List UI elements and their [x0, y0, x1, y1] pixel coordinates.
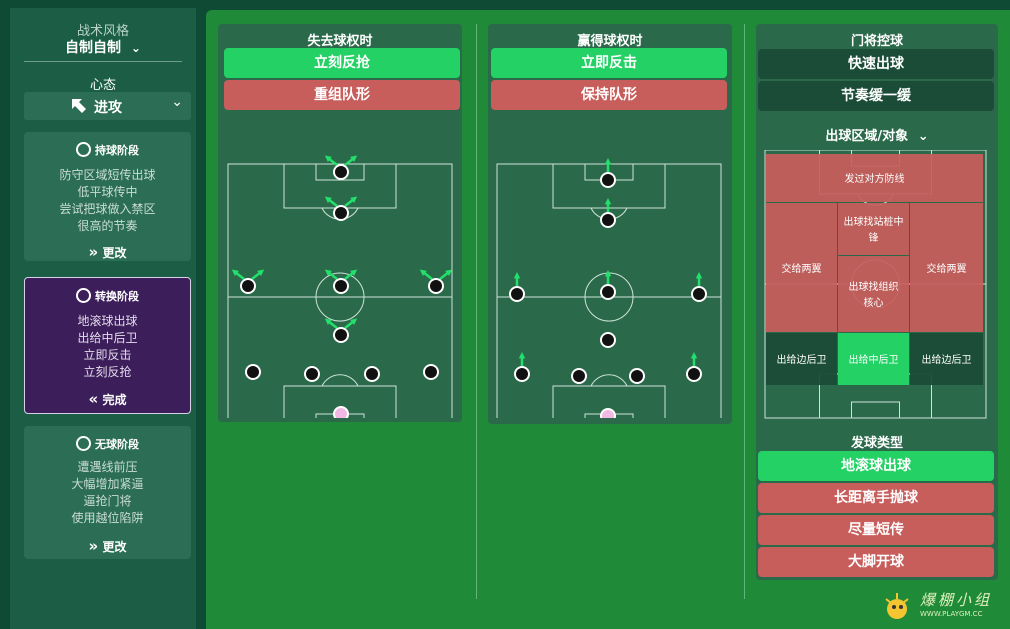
goalkeeper-panel: 门将控球 快速出球 节奏缓一缓 出球区域/对象 ⌄ 发过对方防线 交给两翼 出球… — [756, 24, 998, 580]
panel-title: 门将控球 — [850, 34, 903, 49]
instruction-text: 大幅增加紧逼 — [71, 477, 144, 491]
double-chevron-right-icon: » — [88, 243, 99, 261]
mascot-logo — [885, 593, 909, 619]
zone-left-back[interactable] — [766, 333, 837, 385]
main-area: 失去球权时 立刻反抢 重组队形 赢得球权时 立即反击 保持队形 门将控球 快速出… — [206, 10, 1010, 629]
change-button[interactable]: » 更改 — [88, 243, 127, 261]
zone-label: 出球找站桩中 — [843, 217, 904, 228]
zone-centre-back[interactable] — [838, 333, 909, 385]
pitch-diagram — [496, 158, 722, 418]
goal-box — [315, 163, 365, 181]
regroup-button[interactable]: 重组队形 — [224, 80, 460, 110]
instruction-text: 低平球传中 — [77, 185, 138, 199]
pitch-diagram — [227, 155, 453, 418]
instruction-text: 很高的节奏 — [77, 219, 138, 233]
zone-right-wing[interactable] — [910, 203, 983, 332]
zone-label: 交给两翼 — [781, 264, 822, 275]
top-strip — [196, 0, 1010, 8]
transition-icon — [76, 288, 91, 303]
tactic-style-value: 自制自制 — [65, 40, 122, 56]
tactic-style-title: 战术风格 — [76, 24, 129, 39]
counter-attack-button[interactable]: 立即反击 — [491, 48, 727, 78]
zone-label: 锋 — [868, 233, 879, 244]
instruction-text: 遭遇线前压 — [77, 460, 138, 474]
watermark: 爆棚小组 WWW.PLAYGM.CC — [880, 586, 1006, 626]
kick-type-long-throw[interactable]: 长距离手抛球 — [758, 483, 994, 513]
double-chevron-left-icon: « — [88, 390, 99, 408]
phase-title: 转换阶段 — [95, 290, 139, 303]
zone-label: 交给两翼 — [926, 264, 967, 275]
mentality-title: 心态 — [89, 78, 116, 93]
panel-title: 失去球权时 — [307, 34, 373, 49]
column-divider — [476, 24, 477, 599]
attack-arrow-icon — [72, 99, 86, 113]
chevron-down-icon: ⌄ — [917, 129, 929, 144]
phase-title: 无球阶段 — [95, 438, 139, 451]
chevron-down-icon: ⌄ — [171, 94, 183, 110]
watermark-brand: 爆棚小组 — [920, 591, 993, 609]
phase-title: 持球阶段 — [95, 144, 139, 157]
chevron-down-icon: ⌄ — [130, 41, 141, 55]
double-chevron-right-icon: » — [88, 537, 99, 555]
kick-type-title: 发球类型 — [850, 436, 903, 451]
zone-label: 出给边后卫 — [776, 355, 827, 366]
instruction-text: 防守区域短传出球 — [59, 168, 156, 182]
penalty-arc — [321, 374, 359, 387]
penalty-arc — [590, 374, 628, 387]
change-button[interactable]: » 更改 — [88, 537, 127, 555]
instruction-text: 立即反击 — [83, 348, 132, 362]
penalty-box — [552, 385, 666, 418]
instruction-text: 逼抢门将 — [83, 494, 132, 508]
instruction-text: 使用越位陷阱 — [71, 511, 144, 525]
zone-left-wing[interactable] — [766, 203, 837, 332]
no-ball-icon — [76, 436, 91, 451]
phase-card-out-of-possession[interactable]: 无球阶段 遭遇线前压 大幅增加紧逼 逼抢门将 使用越位陷阱 » 更改 — [24, 426, 191, 559]
centre-circle — [315, 272, 365, 322]
column-divider — [744, 24, 745, 599]
mentality-value: 进攻 — [94, 100, 122, 116]
kick-type-roll-out[interactable]: 地滚球出球 — [758, 451, 994, 481]
zone-label: 发过对方防线 — [844, 174, 905, 185]
tactic-style-dropdown[interactable]: 自制自制 ⌄ — [10, 37, 196, 57]
distribute-quickly-button[interactable]: 快速出球 — [758, 49, 994, 79]
counter-press-button[interactable]: 立刻反抢 — [224, 48, 460, 78]
kick-type-goal-kick[interactable]: 大脚开球 — [758, 547, 994, 577]
penalty-box — [283, 385, 397, 418]
mentality-dropdown[interactable]: 进攻 ⌄ — [24, 92, 191, 120]
divider — [24, 61, 182, 62]
zone-target-striker[interactable] — [838, 203, 909, 255]
sidebar: 战术风格 自制自制 ⌄ 心态 进攻 ⌄ 持球阶段 防守区域短传出球 低平球传中 … — [10, 8, 196, 629]
football-icon — [76, 142, 91, 157]
zone-label: 出给边后卫 — [921, 355, 972, 366]
kick-type-short[interactable]: 尽量短传 — [758, 515, 994, 545]
phase-card-transition[interactable]: 转换阶段 地滚球出球 出给中后卫 立即反击 立刻反抢 « 完成 — [24, 277, 191, 414]
zone-over-defence[interactable] — [766, 154, 983, 202]
goal-box — [851, 401, 900, 419]
slow-pace-button[interactable]: 节奏缓一缓 — [758, 81, 994, 111]
zone-label: 出球找组织 — [848, 282, 899, 293]
instruction-text: 尝试把球做入禁区 — [59, 202, 156, 216]
done-button[interactable]: « 完成 — [88, 390, 127, 408]
distribution-area-dropdown[interactable]: 出球区域/对象 ⌄ — [825, 129, 929, 144]
instruction-text: 立刻反抢 — [83, 365, 132, 379]
panel-title: 赢得球权时 — [577, 34, 643, 49]
distribution-zone-map: 发过对方防线 交给两翼 出球找站桩中 锋 出球找组织 核心 交给两翼 出给边后卫… — [764, 150, 990, 420]
phase-card-in-possession[interactable]: 持球阶段 防守区域短传出球 低平球传中 尝试把球做入禁区 很高的节奏 » 更改 — [24, 132, 191, 261]
watermark-url: WWW.PLAYGM.CC — [920, 610, 983, 618]
zone-playmaker[interactable] — [838, 256, 909, 332]
win-ball-panel: 赢得球权时 立即反击 保持队形 — [488, 24, 732, 424]
hold-shape-button[interactable]: 保持队形 — [491, 80, 727, 110]
lose-ball-panel: 失去球权时 立刻反抢 重组队形 — [218, 24, 462, 422]
zone-label: 核心 — [863, 298, 884, 309]
instruction-text: 地滚球出球 — [77, 314, 138, 328]
instruction-text: 出给中后卫 — [77, 331, 138, 345]
zone-right-back[interactable] — [910, 333, 983, 385]
zone-label: 出给中后卫 — [848, 355, 899, 366]
